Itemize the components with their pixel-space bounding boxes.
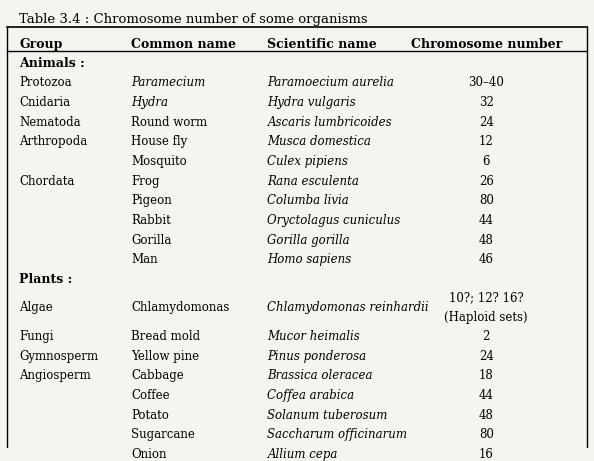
Text: Scientific name: Scientific name [267,38,377,51]
Text: Chlamydomonas reinhardii: Chlamydomonas reinhardii [267,301,429,314]
Text: Fungi: Fungi [19,330,53,343]
Text: Chromosome number: Chromosome number [410,38,562,51]
Text: Oryctolagus cuniculus: Oryctolagus cuniculus [267,214,401,227]
Text: Table 3.4 : Chromosome number of some organisms: Table 3.4 : Chromosome number of some or… [19,13,368,26]
Text: Pigeon: Pigeon [131,194,172,207]
Text: Cnidaria: Cnidaria [19,96,70,109]
Text: Chordata: Chordata [19,175,74,188]
Text: Allium cepa: Allium cepa [267,448,338,461]
Text: 80: 80 [479,194,494,207]
Text: 44: 44 [479,214,494,227]
Text: 6: 6 [482,155,490,168]
Text: Rabbit: Rabbit [131,214,171,227]
Text: 44: 44 [479,389,494,402]
Text: Protozoa: Protozoa [19,76,72,89]
Text: Paramecium: Paramecium [131,76,206,89]
Text: 18: 18 [479,369,494,382]
Text: Rana esculenta: Rana esculenta [267,175,359,188]
Text: 48: 48 [479,408,494,421]
Text: Gorilla: Gorilla [131,234,172,247]
Text: 10?; 12? 16?: 10?; 12? 16? [449,291,523,305]
Text: Pinus ponderosa: Pinus ponderosa [267,349,366,362]
Text: Yellow pine: Yellow pine [131,349,200,362]
Text: Onion: Onion [131,448,167,461]
Text: (Haploid sets): (Haploid sets) [444,311,528,324]
Text: 12: 12 [479,135,494,148]
Text: 48: 48 [479,234,494,247]
Text: Group: Group [19,38,62,51]
Text: 24: 24 [479,116,494,129]
Text: Chlamydomonas: Chlamydomonas [131,301,230,314]
Text: 16: 16 [479,448,494,461]
Text: Coffea arabica: Coffea arabica [267,389,355,402]
Text: Bread mold: Bread mold [131,330,201,343]
Text: Common name: Common name [131,38,236,51]
Text: 2: 2 [482,330,490,343]
Text: Columba livia: Columba livia [267,194,349,207]
Text: Hydra vulgaris: Hydra vulgaris [267,96,356,109]
Text: Animals :: Animals : [19,57,85,70]
Text: 46: 46 [479,253,494,266]
Text: Solanum tuberosum: Solanum tuberosum [267,408,388,421]
Text: Nematoda: Nematoda [19,116,81,129]
Text: Gorilla gorilla: Gorilla gorilla [267,234,350,247]
Text: Sugarcane: Sugarcane [131,428,195,441]
Text: Saccharum officinarum: Saccharum officinarum [267,428,407,441]
Text: House fly: House fly [131,135,188,148]
Text: Cabbage: Cabbage [131,369,184,382]
Text: Man: Man [131,253,158,266]
Text: Potato: Potato [131,408,169,421]
Text: Gymnosperm: Gymnosperm [19,349,98,362]
Text: 32: 32 [479,96,494,109]
Text: Coffee: Coffee [131,389,170,402]
Text: Round worm: Round worm [131,116,207,129]
Text: Mucor heimalis: Mucor heimalis [267,330,360,343]
Text: Algae: Algae [19,301,53,314]
Text: Hydra: Hydra [131,96,169,109]
Text: Mosquito: Mosquito [131,155,187,168]
Text: 26: 26 [479,175,494,188]
Text: Arthropoda: Arthropoda [19,135,87,148]
Text: Culex pipiens: Culex pipiens [267,155,348,168]
Text: Brassica oleracea: Brassica oleracea [267,369,373,382]
Text: Frog: Frog [131,175,160,188]
Text: Homo sapiens: Homo sapiens [267,253,352,266]
Text: 30–40: 30–40 [468,76,504,89]
Text: Ascaris lumbricoides: Ascaris lumbricoides [267,116,392,129]
Text: Paramoecium aurelia: Paramoecium aurelia [267,76,394,89]
Text: 24: 24 [479,349,494,362]
Text: Angiosperm: Angiosperm [19,369,91,382]
Text: Musca domestica: Musca domestica [267,135,371,148]
Text: Plants :: Plants : [19,273,72,286]
Text: 80: 80 [479,428,494,441]
